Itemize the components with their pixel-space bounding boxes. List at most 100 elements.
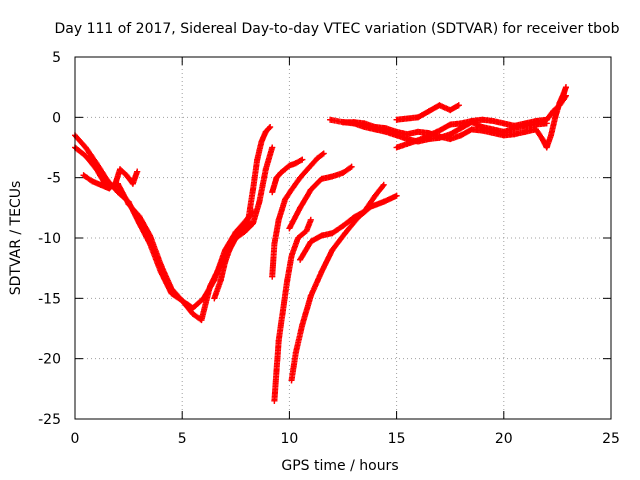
data-point (318, 175, 325, 182)
data-point (511, 122, 518, 129)
data-point (147, 232, 154, 239)
data-point (350, 214, 357, 221)
data-point (112, 179, 119, 186)
data-point (232, 235, 239, 241)
data-point (539, 119, 546, 126)
data-point (552, 114, 559, 121)
data-point (436, 127, 443, 134)
data-point (314, 155, 321, 162)
data-point (447, 136, 454, 143)
x-tick-label: 5 (178, 431, 187, 447)
x-axis-label: GPS time / hours (281, 458, 398, 474)
data-point (279, 307, 286, 314)
x-tick-label: 15 (388, 431, 406, 447)
y-tick-label: -15 (38, 291, 61, 307)
data-point (207, 283, 214, 290)
data-point (532, 126, 539, 133)
data-point (318, 232, 325, 239)
data-point (327, 116, 334, 123)
data-point (436, 102, 443, 109)
tick-labels: 0 5 10 15 20 25 -25 -20 -15 -10 -5 0 5 (38, 50, 620, 447)
data-point (303, 227, 310, 234)
data-point (269, 189, 276, 196)
data-point (372, 192, 379, 199)
x-tick-label: 20 (495, 431, 513, 447)
data-point (241, 228, 248, 235)
data-point (479, 127, 486, 134)
data-point (189, 311, 196, 318)
data-point (267, 123, 274, 130)
series-arc-4 (211, 123, 274, 302)
data-point (436, 133, 443, 140)
data-point (393, 116, 400, 123)
y-tick-label: 0 (52, 110, 61, 126)
x-tick-label: 0 (71, 431, 80, 447)
data-point (457, 132, 464, 139)
data-point (380, 181, 387, 188)
data-point (168, 285, 175, 292)
data-point (93, 166, 100, 173)
data-point (254, 156, 261, 163)
data-point (123, 172, 130, 179)
data-point (447, 121, 454, 128)
data-point (282, 166, 289, 173)
data-point (273, 174, 280, 181)
data-point (372, 123, 379, 130)
data-point (288, 377, 295, 384)
data-point (297, 256, 304, 263)
data-point (307, 238, 314, 245)
data-point (425, 108, 432, 115)
data-point (245, 214, 252, 221)
data-point (468, 117, 475, 124)
data-point (97, 181, 104, 188)
data-point (500, 120, 507, 127)
data-point (307, 216, 314, 223)
series-arc-15 (393, 116, 550, 151)
data-point (134, 168, 141, 175)
data-point (425, 132, 432, 139)
data-point (157, 261, 164, 268)
data-point (361, 208, 368, 215)
data-point (299, 321, 306, 328)
data-point (273, 367, 280, 374)
x-tick-label: 25 (602, 431, 620, 447)
data-point (217, 277, 224, 284)
y-tick-label: -10 (38, 231, 61, 247)
data-point (342, 230, 349, 237)
plot-frame (74, 56, 612, 420)
data-point (350, 119, 357, 126)
data-point (82, 152, 89, 159)
data-point (340, 169, 346, 176)
data-point (106, 185, 113, 192)
data-point (348, 163, 355, 170)
data-point (543, 116, 550, 123)
data-point (222, 259, 229, 266)
series-arc-14 (393, 102, 462, 123)
data-point (286, 162, 293, 169)
data-point (89, 178, 96, 185)
data-point (292, 160, 299, 167)
data-point (258, 138, 265, 145)
data-point (522, 128, 529, 135)
data-point (269, 273, 276, 280)
x-tick-label: 10 (280, 431, 298, 447)
data-point (249, 220, 256, 227)
series-arc-17 (539, 92, 569, 126)
series-arc-3 (80, 166, 141, 192)
data-point (500, 132, 507, 139)
y-tick-label: -5 (47, 171, 61, 187)
data-point (271, 397, 278, 404)
data-point (297, 204, 304, 211)
data-point (277, 169, 284, 176)
data-point (340, 119, 346, 126)
data-point (198, 317, 205, 324)
data-point (136, 213, 143, 220)
data-point (556, 102, 563, 109)
data-point (297, 174, 304, 181)
data-point (457, 120, 464, 127)
series-arc-8 (271, 216, 314, 404)
data-point (292, 349, 299, 356)
data-point (329, 173, 336, 180)
